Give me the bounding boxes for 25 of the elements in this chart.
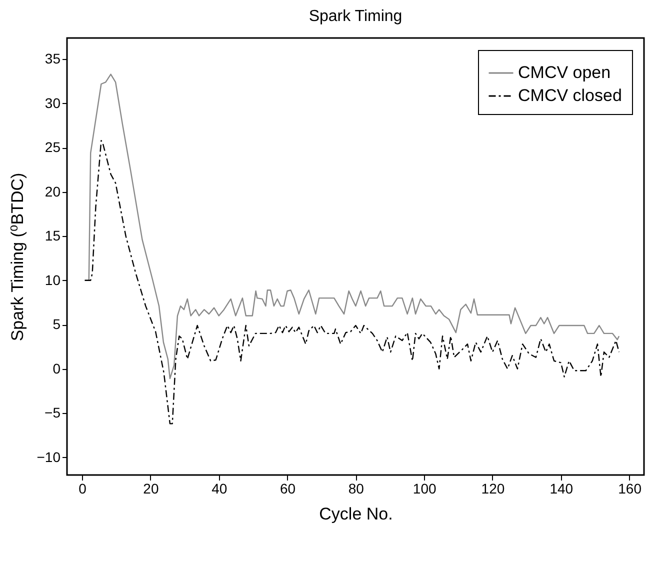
x-tick-label: 100 bbox=[412, 480, 436, 496]
y-tick-label: 0 bbox=[52, 360, 61, 376]
y-tick-label: 25 bbox=[44, 139, 61, 156]
x-tick-label: 140 bbox=[550, 480, 574, 496]
legend-label: CMCV open bbox=[518, 63, 611, 82]
y-tick-label: 35 bbox=[44, 50, 61, 67]
x-tick-label: 0 bbox=[78, 480, 87, 496]
chart-title: Spark Timing bbox=[308, 8, 402, 25]
y-tick-label: 5 bbox=[52, 316, 61, 332]
x-tick-label: 40 bbox=[212, 480, 228, 496]
y-tick-label: −5 bbox=[44, 404, 61, 421]
y-tick-label: 20 bbox=[44, 183, 61, 200]
y-tick-label: 30 bbox=[44, 94, 61, 111]
y-axis-title: Spark Timing (⁰BTDC) bbox=[8, 172, 27, 342]
y-tick-label: −10 bbox=[36, 448, 61, 465]
line-series bbox=[84, 140, 620, 424]
x-tick-label: 60 bbox=[280, 480, 296, 496]
y-tick-label: 15 bbox=[44, 228, 61, 244]
legend-label: CMCV closed bbox=[518, 86, 622, 105]
y-tick-label: 10 bbox=[44, 272, 61, 288]
x-tick-label: 80 bbox=[348, 480, 364, 496]
x-tick-label: 120 bbox=[481, 480, 505, 496]
x-axis-title: Cycle No. bbox=[319, 504, 393, 524]
x-tick-label: 20 bbox=[143, 480, 159, 496]
x-tick-label: 160 bbox=[618, 480, 642, 496]
